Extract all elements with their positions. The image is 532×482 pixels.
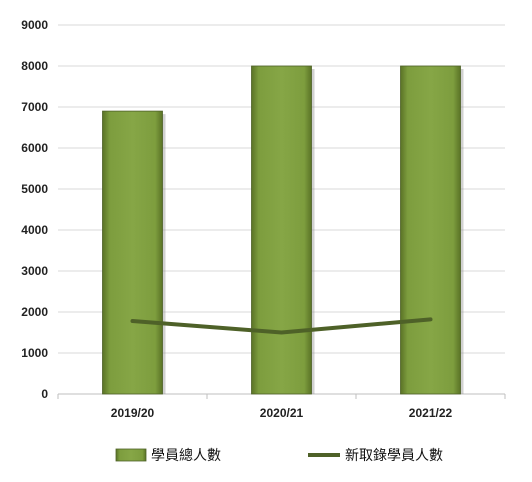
y-tick-label: 3000: [21, 264, 48, 278]
line-series: [130, 317, 433, 335]
legend-swatch-bar: [115, 448, 147, 462]
legend-label: 新取錄學員人數: [345, 448, 443, 464]
y-tick-label: 1000: [21, 346, 48, 360]
y-tick-label: 6000: [21, 141, 48, 155]
bar: [102, 110, 163, 395]
x-tick-label: 2021/22: [409, 406, 453, 420]
legend-label: 學員總人數: [151, 447, 221, 464]
y-tick-label: 8000: [21, 59, 48, 73]
x-axis-ticks: 2019/20 2020/21 2021/22: [111, 406, 453, 420]
y-tick-label: 5000: [21, 182, 48, 196]
legend: 學員總人數 新取錄學員人數: [115, 447, 443, 464]
bar-series: [102, 65, 464, 395]
y-tick-label: 7000: [21, 100, 48, 114]
x-tick-label: 2019/20: [111, 406, 155, 420]
x-tick-label: 2020/21: [260, 406, 304, 420]
y-tick-label: 4000: [21, 223, 48, 237]
bar: [251, 65, 312, 395]
bar: [400, 65, 461, 395]
y-tick-label: 2000: [21, 305, 48, 319]
y-tick-label: 9000: [21, 18, 48, 32]
y-axis-ticks: 0 1000 2000 3000 4000 5000 6000 7000 8000 9000: [21, 18, 48, 401]
y-tick-label: 0: [41, 387, 48, 401]
